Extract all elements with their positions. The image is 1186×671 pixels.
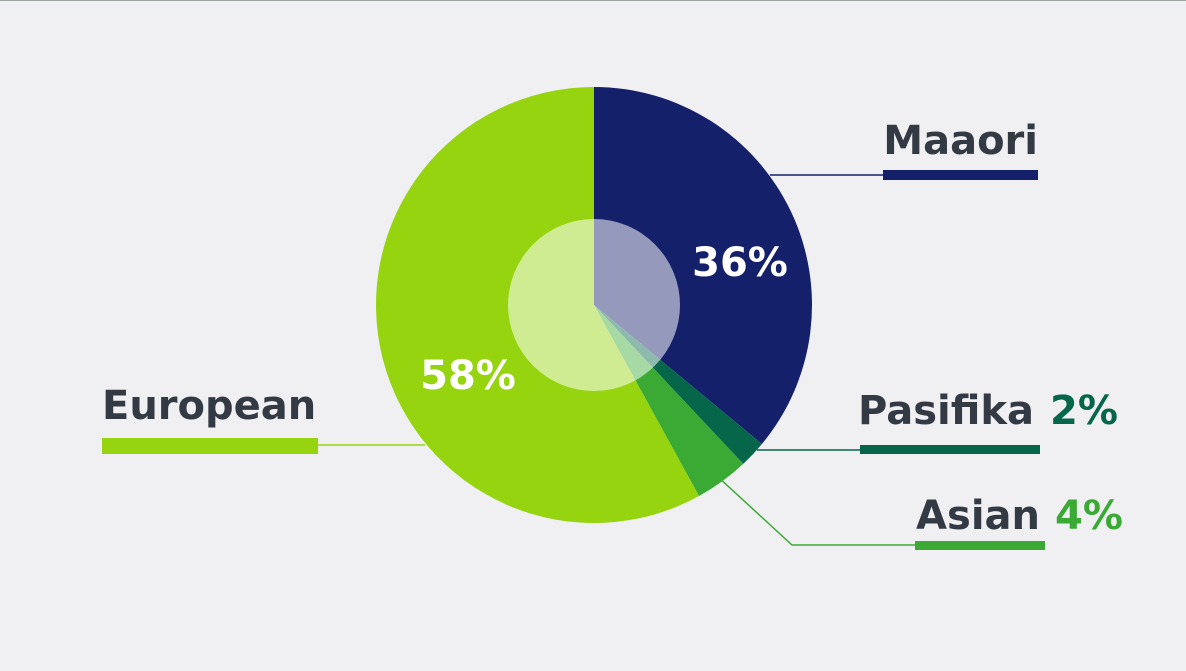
- labels: Maaori 36% Pasifika 2% Asian 4% European 58%: [102, 118, 1123, 550]
- category-label: Maaori: [883, 118, 1038, 164]
- pie: [375, 87, 812, 523]
- label-underline: [883, 170, 1038, 180]
- value-label: 58%: [420, 353, 516, 399]
- pie-slice: [594, 87, 812, 444]
- value-label: 2%: [1050, 388, 1118, 434]
- inner-circle: [508, 219, 680, 391]
- value-label: 4%: [1055, 493, 1123, 539]
- label-underline: [915, 541, 1045, 550]
- leader-line: [704, 464, 915, 546]
- category-label: Asian: [916, 493, 1040, 539]
- category-label: Pasifika: [858, 388, 1034, 434]
- label-underline: [860, 445, 1040, 454]
- category-label: European: [102, 383, 316, 429]
- label-underline: [102, 438, 318, 454]
- value-label: 36%: [692, 240, 788, 286]
